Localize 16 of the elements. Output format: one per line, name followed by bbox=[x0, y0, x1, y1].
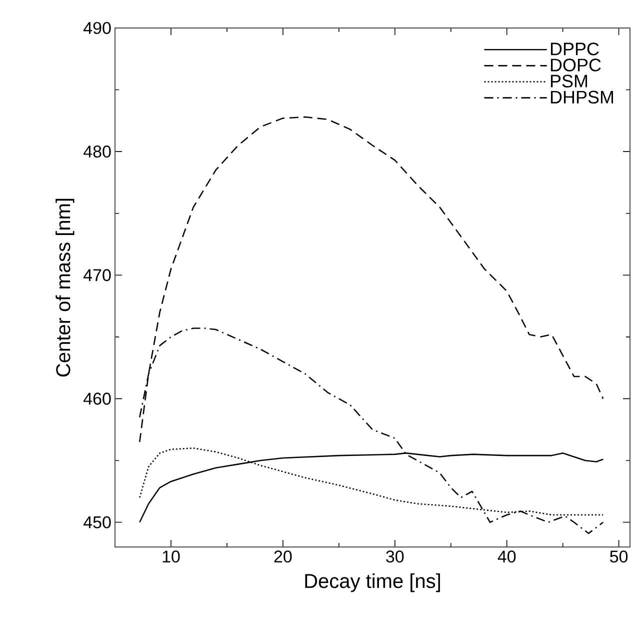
y-axis-title: Center of mass [nm] bbox=[56, 198, 74, 376]
legend-label: DOPC bbox=[550, 58, 601, 72]
x-tick-label: 10 bbox=[162, 550, 180, 563]
x-tick-label: 20 bbox=[274, 550, 292, 563]
legend-label: DPPC bbox=[550, 42, 599, 56]
y-tick-label: 460 bbox=[84, 392, 111, 405]
x-tick-label: 40 bbox=[498, 550, 516, 563]
x-tick-label: 30 bbox=[386, 550, 404, 563]
legend-label: PSM bbox=[550, 74, 588, 88]
x-tick-label: 50 bbox=[610, 550, 628, 563]
y-tick-label: 470 bbox=[84, 269, 111, 282]
legend-label: DHPSM bbox=[550, 90, 614, 104]
y-tick-label: 490 bbox=[84, 22, 111, 34]
y-tick-label: 480 bbox=[84, 146, 111, 158]
y-tick-label: 450 bbox=[84, 516, 111, 528]
x-axis-title: Decay time [ns] bbox=[305, 573, 440, 592]
